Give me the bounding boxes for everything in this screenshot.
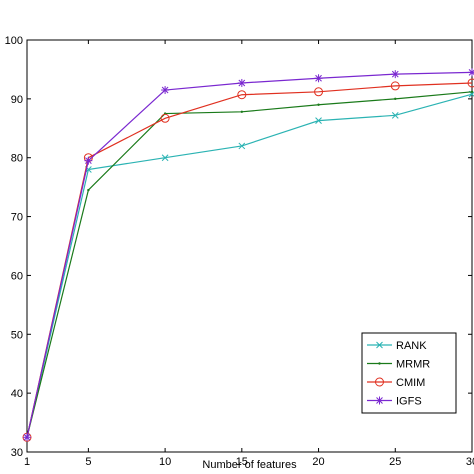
circle-marker	[314, 87, 324, 97]
legend-label: CMIM	[396, 377, 425, 389]
data-point	[240, 110, 244, 114]
data-point	[161, 86, 170, 95]
star-marker-stroke	[238, 79, 246, 87]
circle-marker	[467, 78, 474, 88]
x-marker-stroke	[391, 111, 399, 119]
data-point	[314, 87, 324, 97]
star-marker-stroke	[85, 157, 92, 165]
legend: RANK MRMR CMIM IGFS	[361, 332, 457, 414]
data-point	[391, 111, 399, 119]
star-marker-stroke	[315, 74, 322, 82]
data-point	[84, 156, 93, 165]
data-point	[375, 377, 384, 387]
star-marker-stroke	[161, 86, 169, 94]
data-point	[315, 117, 322, 124]
x-marker-stroke	[468, 91, 474, 98]
y-tick-label: 70	[11, 212, 23, 224]
data-point	[378, 362, 381, 365]
circle-marker	[390, 81, 400, 91]
x-tick-label: 25	[389, 456, 401, 468]
circle-marker	[237, 90, 247, 100]
dot-marker	[240, 110, 244, 114]
series-igfs	[23, 68, 474, 442]
x-axis-label: Number of features	[202, 459, 297, 471]
y-tick-label: 100	[5, 35, 23, 47]
circle-marker	[160, 113, 170, 123]
y-tick-label: 90	[11, 94, 23, 106]
data-point	[467, 78, 474, 88]
y-tick-label: 30	[11, 447, 23, 459]
data-point	[375, 396, 384, 405]
dot-marker	[87, 188, 90, 192]
data-point	[160, 113, 170, 123]
series-rank	[23, 90, 474, 441]
data-point	[394, 97, 397, 101]
x-tick-label: 20	[312, 456, 324, 468]
legend-label: IGFS	[396, 396, 422, 408]
x-tick-label: 5	[85, 456, 91, 468]
legend-item: RANK	[367, 340, 427, 352]
legend-item: MRMR	[367, 359, 430, 371]
data-point	[237, 90, 247, 100]
data-point	[391, 70, 400, 79]
data-point	[470, 90, 474, 93]
data-point	[468, 68, 474, 77]
dot-marker	[317, 103, 320, 106]
data-point	[237, 78, 246, 87]
x-marker-stroke	[238, 142, 246, 150]
star-marker-stroke	[391, 70, 399, 78]
data-point	[238, 142, 246, 150]
x-marker-stroke	[315, 117, 322, 124]
y-tick-label: 80	[11, 153, 23, 165]
star-marker-stroke	[23, 433, 31, 441]
legend-label: MRMR	[396, 359, 430, 371]
data-point	[161, 154, 169, 162]
y-tick-label: 60	[11, 270, 23, 282]
x-tick-label: 1	[24, 456, 30, 468]
data-point	[390, 81, 400, 91]
x-tick-label: 30	[466, 456, 474, 468]
star-marker-stroke	[376, 397, 383, 404]
data-point	[317, 103, 320, 106]
circle-marker	[375, 377, 384, 387]
y-tick-label: 40	[11, 388, 23, 400]
x-tick-label: 15	[236, 456, 248, 468]
x-marker-stroke	[161, 154, 169, 162]
legend-item: CMIM	[367, 377, 425, 389]
dot-marker	[470, 90, 474, 93]
series-layer	[22, 68, 474, 442]
data-point	[314, 74, 323, 83]
data-point	[376, 341, 383, 349]
data-point	[87, 188, 90, 192]
dot-marker	[378, 362, 381, 365]
plot-area: 15101520253030405060708090100	[5, 35, 474, 468]
star-marker-stroke	[468, 69, 474, 76]
dot-marker	[394, 97, 397, 101]
y-tick-label: 50	[11, 329, 23, 341]
data-point	[23, 433, 31, 442]
x-tick-label: 10	[159, 456, 171, 468]
legend-label: RANK	[396, 340, 427, 352]
legend-item: IGFS	[367, 396, 422, 408]
plot-frame	[26, 39, 473, 453]
x-marker-stroke	[376, 341, 383, 349]
